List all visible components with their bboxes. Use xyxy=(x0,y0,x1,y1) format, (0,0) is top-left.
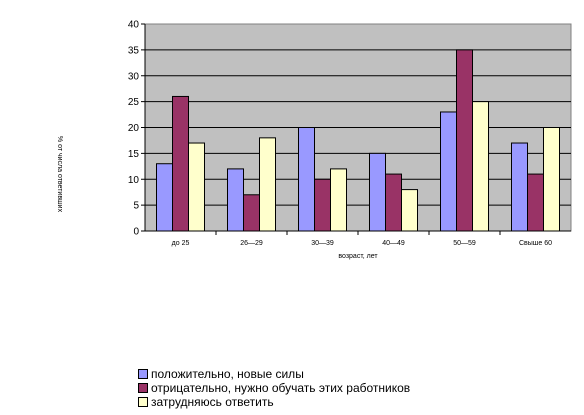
bar-3-3 xyxy=(330,168,347,232)
x-tick-label: Свыше 60 xyxy=(519,240,552,247)
legend: положительно, новые силы отрицательно, н… xyxy=(138,367,410,409)
bar-3-2 xyxy=(259,137,276,232)
bar-1-6 xyxy=(511,142,528,232)
legend-swatch-undecided xyxy=(138,397,148,407)
x-tick-label: до 25 xyxy=(172,240,190,247)
y-tick-label: 15 xyxy=(128,149,140,160)
bar-2-1 xyxy=(172,95,189,232)
bar-1-5 xyxy=(440,111,457,232)
legend-swatch-negative xyxy=(138,383,148,393)
legend-swatch-positive xyxy=(138,369,148,379)
x-tick-label: 40—49 xyxy=(382,240,405,247)
y-tick-labels: 0 5 10 15 20 25 30 35 40 xyxy=(128,20,145,238)
bar-2-6 xyxy=(527,173,544,232)
legend-label-positive: положительно, новые силы xyxy=(151,367,304,381)
x-tick-label: 30—39 xyxy=(311,240,334,247)
bar-1-2 xyxy=(227,168,244,232)
legend-item-negative: отрицательно, нужно обучать этих работни… xyxy=(138,381,410,395)
y-tick-label: 30 xyxy=(128,71,140,82)
y-tick-label: 25 xyxy=(128,97,140,108)
bar-3-1 xyxy=(188,142,205,232)
y-tick-label: 20 xyxy=(128,123,140,134)
bar-3-6 xyxy=(543,127,560,232)
bar-1-3 xyxy=(298,127,315,232)
x-tick-label: 50—59 xyxy=(453,240,476,247)
bars xyxy=(156,49,560,232)
legend-label-undecided: затрудняюсь ответить xyxy=(151,395,274,409)
bar-2-5 xyxy=(456,49,473,232)
legend-item-positive: положительно, новые силы xyxy=(138,367,410,381)
y-tick-label: 10 xyxy=(128,175,140,186)
y-tick-label: 35 xyxy=(128,45,140,56)
gridlines xyxy=(145,49,571,206)
y-axis-title: % от числа ответивших xyxy=(56,136,63,213)
y-tick-label: 5 xyxy=(133,201,139,212)
y-tick-label: 40 xyxy=(128,20,140,31)
bar-3-4 xyxy=(401,189,418,232)
legend-item-undecided: затрудняюсь ответить xyxy=(138,395,410,409)
bar-3-5 xyxy=(472,101,489,232)
x-tick-labels: до 25 26—29 30—39 40—49 50—59 Свыше 60 xyxy=(172,231,552,247)
bar-1-4 xyxy=(369,152,386,232)
bar-2-3 xyxy=(314,178,331,232)
bar-1-1 xyxy=(156,163,173,232)
x-tick-label: 26—29 xyxy=(240,240,263,247)
bar-2-2 xyxy=(243,194,260,232)
y-tick-label: 0 xyxy=(133,227,139,238)
legend-label-negative: отрицательно, нужно обучать этих работни… xyxy=(151,381,411,395)
x-axis-title: возраст, лет xyxy=(338,253,378,260)
bar-2-4 xyxy=(385,173,402,232)
